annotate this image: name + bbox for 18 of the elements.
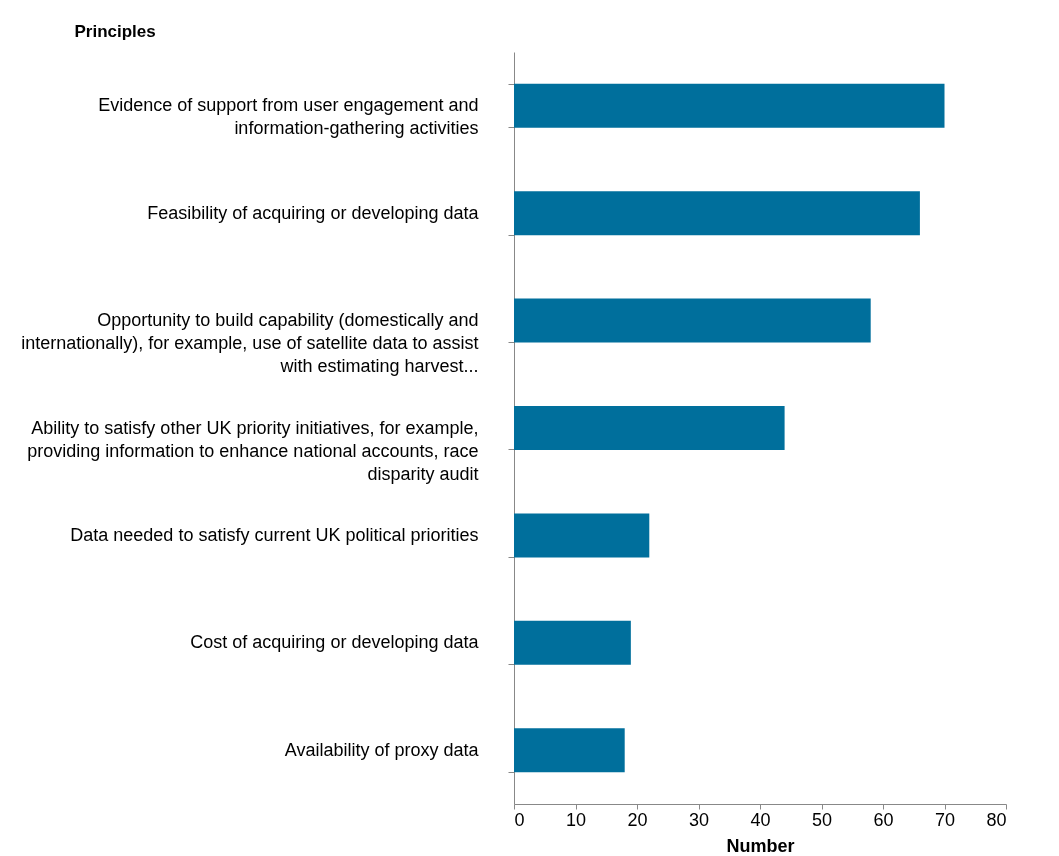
x-tick-label: 80 bbox=[986, 809, 1007, 830]
x-tick-label: 70 bbox=[934, 809, 956, 830]
x-tick-label: 40 bbox=[750, 809, 771, 830]
x-axis-title: Number bbox=[726, 835, 795, 856]
y-tick-label: Data needed to satisfy current UK political priorities bbox=[70, 524, 479, 545]
y-tick-label: Ability to satisfy other UK priority initiatives, for example, providing information to enhance national accounts, race disparity audit bbox=[27, 417, 479, 484]
x-tick-label: 20 bbox=[627, 809, 648, 830]
y-tick-label: Cost of acquiring or developing data bbox=[190, 632, 480, 653]
x-tick-label: 0 bbox=[514, 809, 525, 830]
y-tick-label: Availability of proxy data bbox=[284, 739, 480, 760]
y-axis-title: Principles bbox=[74, 21, 156, 41]
y-tick-label: Evidence of support from user engagement and information-gathering activities bbox=[98, 95, 479, 139]
x-tick-label: 10 bbox=[565, 809, 587, 830]
x-tick-label: 60 bbox=[873, 809, 894, 830]
x-tick-label: 50 bbox=[811, 809, 833, 830]
y-tick-label: Feasibility of acquiring or developing data bbox=[147, 202, 480, 223]
x-tick-label: 30 bbox=[688, 809, 710, 830]
y-tick-label: Opportunity to build capability (domestically and internationally), for example, use of satellite data to assist with estimating harvest... bbox=[21, 310, 479, 377]
